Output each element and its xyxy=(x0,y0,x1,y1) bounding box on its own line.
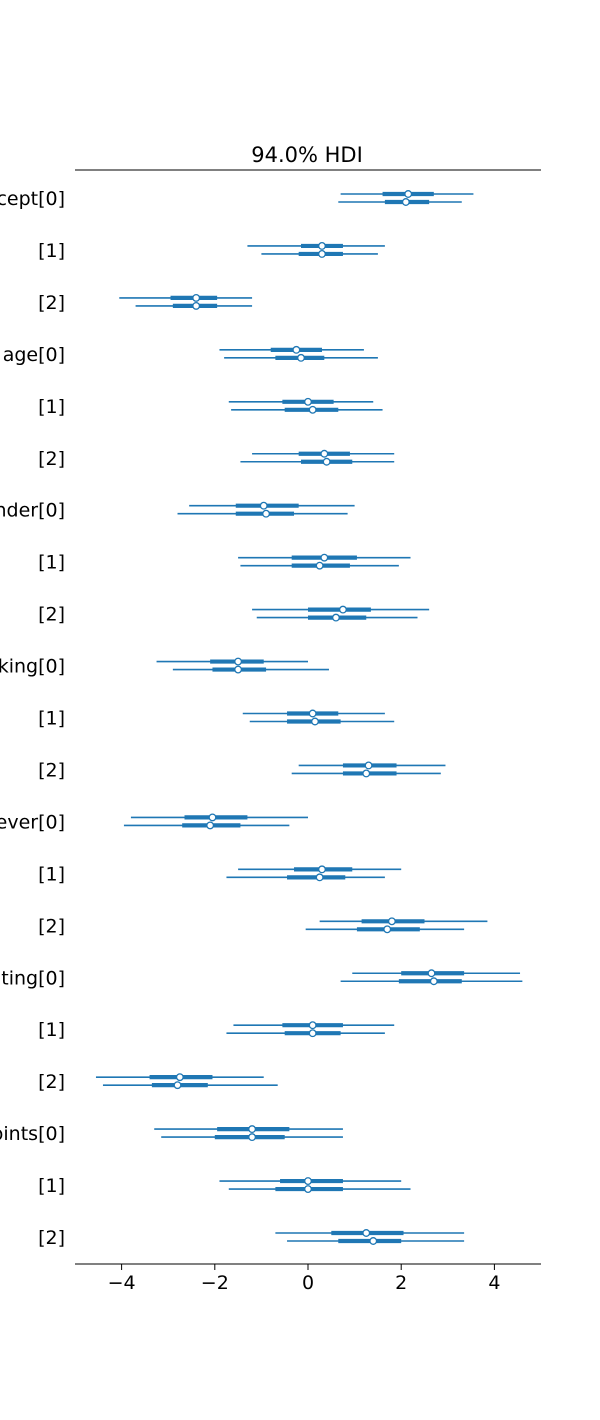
row-label: cept[0] xyxy=(0,188,65,210)
median-point xyxy=(318,865,326,874)
median-point xyxy=(175,1073,184,1082)
median-point xyxy=(429,977,438,986)
chart-title: 94.0% HDI xyxy=(251,143,363,167)
row-label: [1] xyxy=(38,708,65,730)
x-tick-label: 2 xyxy=(395,1272,407,1294)
x-tick-label: 4 xyxy=(488,1272,500,1294)
row-group: [1] xyxy=(38,863,402,885)
rows-layer: cept[0] [1] [2] age[0] [1] [2] nder[0] [1] [2] ki… xyxy=(0,188,523,1249)
row-group: [2] xyxy=(38,448,395,470)
median-point xyxy=(318,241,326,250)
row-label: [1] xyxy=(38,396,65,418)
x-tick-label: −2 xyxy=(201,1272,229,1294)
row-label: [1] xyxy=(38,863,65,885)
median-point xyxy=(322,457,331,466)
median-point xyxy=(404,190,413,198)
median-point xyxy=(320,553,329,562)
row-label: ever[0] xyxy=(0,811,65,833)
row-label: king[0] xyxy=(0,656,65,678)
row-label: [2] xyxy=(38,1227,65,1249)
median-point xyxy=(308,1029,317,1038)
median-point xyxy=(387,917,396,926)
median-point xyxy=(369,1237,378,1245)
median-point xyxy=(362,769,371,778)
x-tick-label: 0 xyxy=(302,1272,314,1294)
median-point xyxy=(383,925,392,934)
median-point xyxy=(339,605,347,614)
median-point xyxy=(248,1133,257,1142)
row-group: [1] xyxy=(38,708,395,730)
row-label: oints[0] xyxy=(0,1123,65,1145)
row-group: [1] xyxy=(38,552,411,574)
x-axis-ticks: −4 −2 0 2 4 xyxy=(108,1264,500,1294)
median-point xyxy=(308,405,317,414)
median-point xyxy=(315,873,324,882)
row-group: [1] xyxy=(38,240,385,262)
row-label: [2] xyxy=(38,759,65,781)
median-point xyxy=(234,657,243,666)
median-point xyxy=(292,345,301,354)
median-point xyxy=(206,821,215,830)
x-tick-label: −4 xyxy=(108,1272,136,1294)
row-group: oints[0] xyxy=(0,1123,343,1145)
row-group: [2] xyxy=(38,759,446,781)
row-group: [2] xyxy=(38,292,253,314)
median-point xyxy=(364,761,373,770)
row-group: [2] xyxy=(38,1227,465,1249)
row-label: [1] xyxy=(38,1175,65,1197)
row-group: age[0] xyxy=(3,344,378,366)
median-point xyxy=(427,969,436,978)
row-group: cept[0] xyxy=(0,188,474,210)
row-group: [2] xyxy=(38,915,488,937)
median-point xyxy=(320,449,329,458)
row-group: [1] xyxy=(38,1019,395,1041)
row-label: [2] xyxy=(38,915,65,937)
row-label: [1] xyxy=(38,552,65,574)
median-point xyxy=(362,1229,371,1237)
row-group: [2] xyxy=(38,1071,278,1093)
median-point xyxy=(262,509,271,518)
median-point xyxy=(304,1177,312,1185)
median-point xyxy=(304,397,312,406)
row-group: ting[0] xyxy=(1,967,523,989)
row-group: [2] xyxy=(38,604,430,626)
median-point xyxy=(308,709,317,718)
row-group: king[0] xyxy=(0,656,329,678)
median-point xyxy=(315,561,324,570)
row-group: [1] xyxy=(38,396,383,418)
median-point xyxy=(297,353,305,362)
row-label: age[0] xyxy=(3,344,65,366)
row-label: [2] xyxy=(38,1071,65,1093)
median-point xyxy=(259,501,268,510)
median-point xyxy=(332,613,340,622)
median-point xyxy=(311,717,319,726)
row-label: [2] xyxy=(38,292,65,314)
row-label: [2] xyxy=(38,604,65,626)
median-point xyxy=(304,1185,312,1193)
row-label: [1] xyxy=(38,1019,65,1041)
median-point xyxy=(318,249,326,258)
median-point xyxy=(234,665,243,674)
median-point xyxy=(192,293,201,302)
row-label: nder[0] xyxy=(0,500,65,522)
median-point xyxy=(208,813,217,822)
row-group: [1] xyxy=(38,1175,411,1197)
row-label: ting[0] xyxy=(1,967,65,989)
median-point xyxy=(248,1125,257,1134)
row-label: [1] xyxy=(38,240,65,262)
median-point xyxy=(173,1081,182,1090)
row-group: nder[0] xyxy=(0,500,355,522)
row-label: [2] xyxy=(38,448,65,470)
row-group: ever[0] xyxy=(0,811,308,833)
median-point xyxy=(401,198,410,206)
median-point xyxy=(192,301,201,310)
median-point xyxy=(308,1021,317,1030)
